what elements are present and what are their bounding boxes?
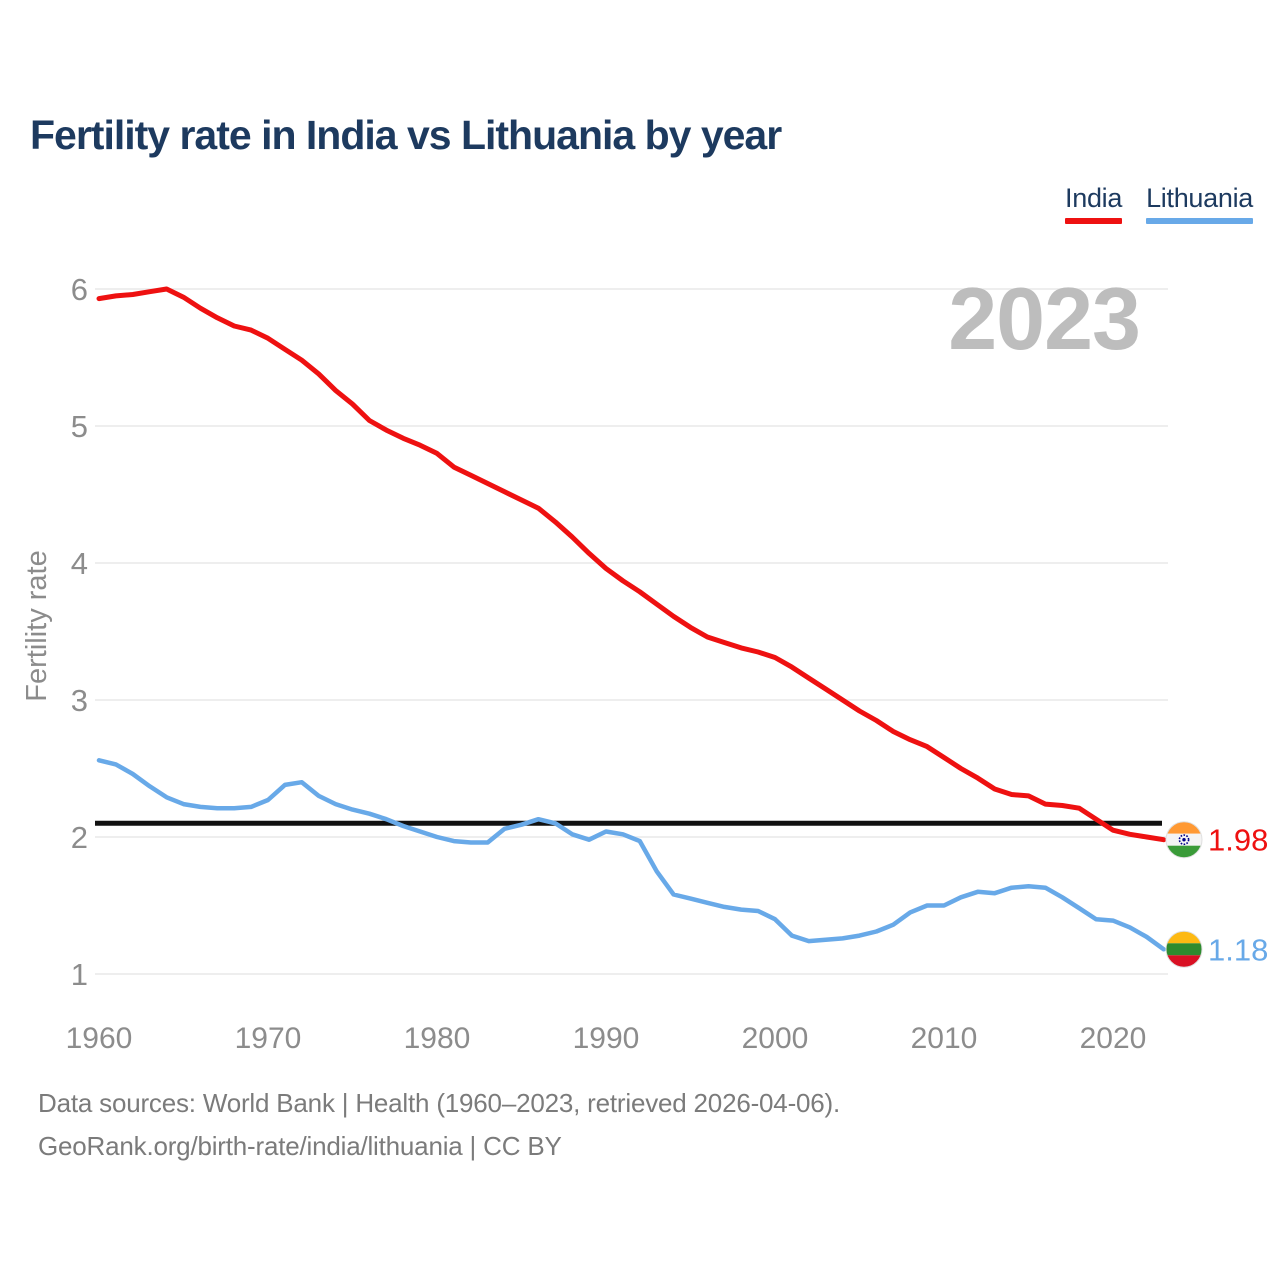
x-tick-label: 1990: [573, 1022, 640, 1055]
india-flag-icon: [1165, 821, 1203, 859]
footer-attribution-line: GeoRank.org/birth-rate/india/lithuania |…: [38, 1131, 562, 1161]
legend: India Lithuania: [1065, 183, 1253, 224]
footer-sources-line: Data sources: World Bank | Health (1960–…: [38, 1088, 841, 1118]
chart-title: Fertility rate in India vs Lithuania by …: [30, 112, 782, 158]
x-tick-label: 1980: [404, 1022, 471, 1055]
y-tick-label: 1: [71, 957, 88, 992]
x-tick-label: 2000: [742, 1022, 809, 1055]
y-tick-label: 4: [71, 546, 88, 581]
y-tick-label: 5: [71, 409, 88, 444]
x-tick-label: 2020: [1080, 1022, 1147, 1055]
series-line-lithuania[interactable]: [96, 758, 1166, 952]
lithuania-flag-icon: [1165, 930, 1203, 968]
watermark-year: 2023: [948, 269, 1140, 368]
end-value-lithuania: 1.18: [1208, 932, 1268, 967]
legend-underline-lithuania: [1146, 218, 1253, 224]
legend-item-india[interactable]: India: [1065, 183, 1122, 224]
legend-label-lithuania: Lithuania: [1146, 183, 1253, 213]
y-axis-tick-labels: 1 2 3 4 5 6: [71, 272, 88, 992]
y-tick-label: 6: [71, 272, 88, 307]
y-axis-title: Fertility rate: [21, 550, 53, 701]
y-tick-label: 2: [71, 820, 88, 855]
x-tick-label: 1970: [235, 1022, 302, 1055]
gridlines: [95, 288, 1168, 975]
y-tick-label: 3: [71, 683, 88, 718]
x-axis-tick-labels: 1960 1970 1980 1990 2000 2010 2020: [66, 1022, 1147, 1055]
end-value-india: 1.98: [1208, 823, 1268, 858]
x-tick-label: 2010: [911, 1022, 978, 1055]
series-line-india[interactable]: [96, 286, 1167, 843]
footer: Data sources: World Bank | Health (1960–…: [38, 1082, 840, 1168]
x-tick-label: 1960: [66, 1022, 133, 1055]
legend-label-india: India: [1065, 183, 1123, 213]
legend-item-lithuania[interactable]: Lithuania: [1146, 183, 1253, 224]
legend-underline-india: [1065, 218, 1123, 224]
